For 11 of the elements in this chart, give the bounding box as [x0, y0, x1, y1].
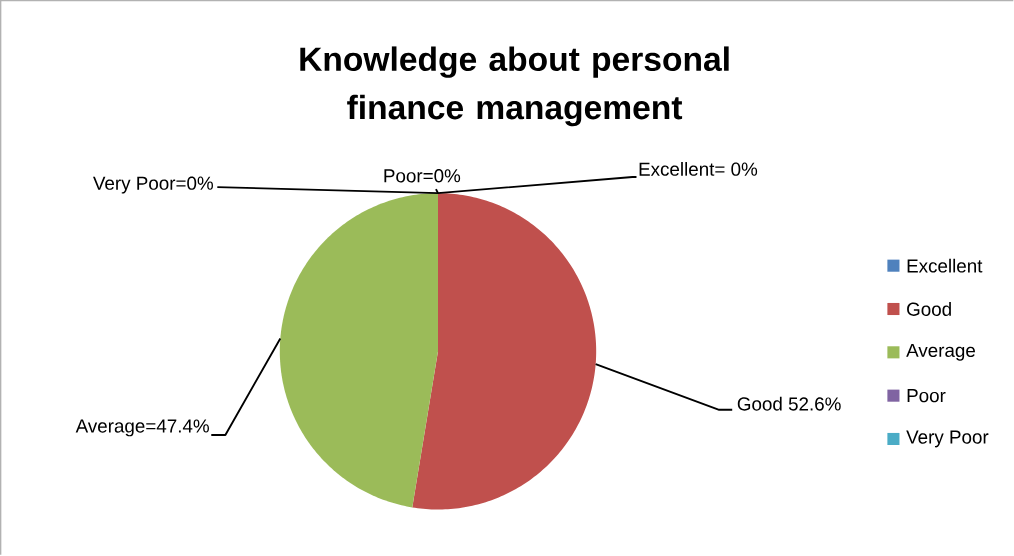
legend-label: Very Poor [906, 430, 989, 448]
legend-label: Excellent [907, 259, 983, 273]
legend-label: Average [906, 344, 975, 361]
text: Poor=0% [384, 169, 461, 183]
text: Very Poor=0% [93, 176, 213, 194]
legend-label: Good [907, 302, 951, 317]
chart-title: Knowledge about personal finance management [300, 46, 729, 127]
text: Excellent= 0% [639, 162, 758, 177]
legend-label: Poor [907, 389, 946, 403]
data-label: Average=47.4% [75, 419, 209, 437]
data-label: Good 52.6% [737, 397, 841, 411]
